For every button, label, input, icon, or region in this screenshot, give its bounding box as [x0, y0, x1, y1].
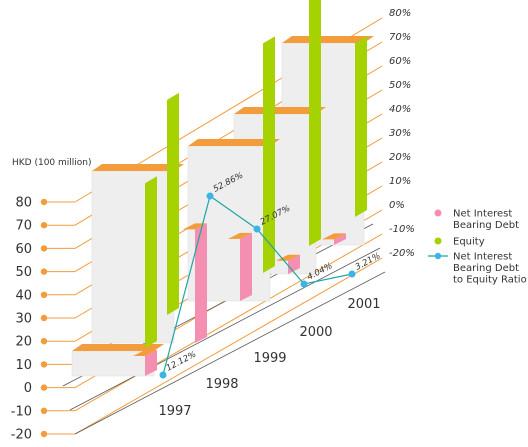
- category-label: 1998: [205, 377, 238, 392]
- legend-label: Net Interest: [453, 252, 512, 263]
- category-label: 1999: [253, 351, 286, 366]
- debt-bar: [145, 350, 157, 376]
- ratio-point: [253, 225, 261, 233]
- right-tick-label: -10%: [389, 224, 415, 235]
- legend-label: Bearing Debt: [453, 263, 519, 274]
- equity-bar: [167, 92, 179, 315]
- right-tick-label: 70%: [389, 32, 411, 43]
- ratio-point: [300, 280, 308, 288]
- equity-bar: [263, 36, 275, 273]
- right-axis: 80% 70% 60% 50% 40% 30% 20% 10% 0% -10% -20%: [389, 8, 415, 259]
- left-tick-label: 80: [15, 196, 32, 211]
- left-tick-label: -20: [11, 428, 32, 443]
- left-tick-label: 30: [15, 312, 32, 327]
- bar-group: [71, 344, 164, 377]
- left-tick-label: 70: [15, 219, 32, 234]
- left-tick-label: 60: [15, 242, 32, 257]
- floor-line: [69, 247, 381, 411]
- equity-bar: [355, 36, 367, 217]
- bar-panel: [91, 170, 175, 344]
- bar-top: [282, 36, 374, 43]
- legend-label: to Equity Ratio: [453, 275, 527, 286]
- floor-line: [74, 271, 386, 435]
- left-tick-label: 50: [15, 265, 32, 280]
- category-label: 2001: [347, 297, 380, 312]
- debt-bar-top: [133, 350, 157, 357]
- right-tick-label: 30%: [389, 128, 411, 139]
- gridline: [74, 257, 383, 435]
- category-labels: 1997 1998 1999 2000 2001: [158, 297, 380, 419]
- left-tick-label: 10: [15, 358, 32, 373]
- bars: [71, 0, 374, 377]
- ratio-point: [206, 192, 214, 200]
- right-tick-label: 10%: [389, 176, 411, 187]
- right-tick-label: 50%: [389, 80, 411, 91]
- legend-label: Net Interest: [453, 209, 512, 220]
- left-axis-unit-label: HKD (100 million): [12, 158, 92, 168]
- debt-bar-top: [276, 254, 300, 261]
- ratio-point: [348, 270, 356, 278]
- legend-equity-icon: [434, 237, 442, 245]
- right-tick-label: 80%: [389, 8, 411, 19]
- gridline: [74, 233, 383, 412]
- debt-bar-top: [183, 223, 207, 230]
- left-tick-label: -10: [11, 404, 32, 419]
- equity-bar: [309, 0, 321, 246]
- left-tick-label: 0: [24, 381, 32, 396]
- debt-bar: [240, 232, 252, 301]
- bar-top: [188, 139, 280, 146]
- right-tick-label: 0%: [389, 200, 405, 211]
- debt-bar-top: [228, 232, 252, 239]
- left-axis: 80 70 60 50 40 30 20 10 0 -10 -20: [11, 196, 32, 443]
- ratio-point: [159, 371, 167, 379]
- left-tick-label: 40: [15, 288, 32, 303]
- debt-bar-top: [322, 233, 346, 240]
- category-label: 1997: [158, 404, 191, 419]
- bar-top: [92, 164, 184, 171]
- legend-debt-icon: [434, 209, 442, 217]
- legend-label: Bearing Debt: [453, 220, 519, 231]
- ratio-data-label: 12.12%: [165, 350, 198, 374]
- category-label: 2000: [299, 325, 332, 340]
- bar-top: [72, 344, 164, 351]
- bar-top: [234, 107, 326, 114]
- legend-ratio-dot: [434, 252, 442, 260]
- right-tick-label: 60%: [389, 56, 411, 67]
- right-tick-label: 40%: [389, 104, 411, 115]
- equity-bar: [145, 176, 157, 348]
- right-tick-label: 20%: [389, 152, 411, 163]
- debt-bar: [334, 233, 346, 245]
- legend-label: Equity: [453, 237, 485, 248]
- left-tick-label: 20: [15, 335, 32, 350]
- right-tick-label: -20%: [389, 248, 415, 259]
- debt-bar: [195, 223, 207, 343]
